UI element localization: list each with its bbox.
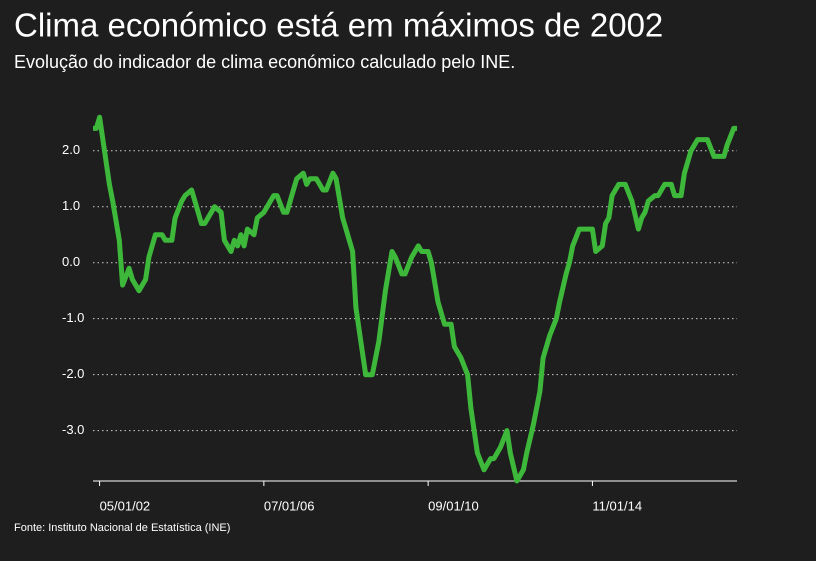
x-tick-label: 09/01/10 [428,498,479,513]
chart-subtitle: Evolução do indicador de clima económico… [14,52,515,72]
y-tick-label: -1.0 [62,310,84,325]
y-tick-label: 0.0 [62,254,80,269]
x-tick-label: 11/01/14 [592,498,642,513]
y-tick-label: -2.0 [62,366,84,381]
x-tick-label: 07/01/06 [264,498,315,513]
source: Fonte: Instituto Nacional de Estatística… [14,522,230,534]
y-tick-label: 1.0 [62,198,80,213]
y-tick-label: -3.0 [62,422,84,437]
chart-title: Clima económico está em máximos de 2002 [14,7,663,44]
y-tick-label: 2.0 [62,142,80,157]
line [93,114,737,484]
x-tick-label: 05/01/02 [100,498,151,513]
